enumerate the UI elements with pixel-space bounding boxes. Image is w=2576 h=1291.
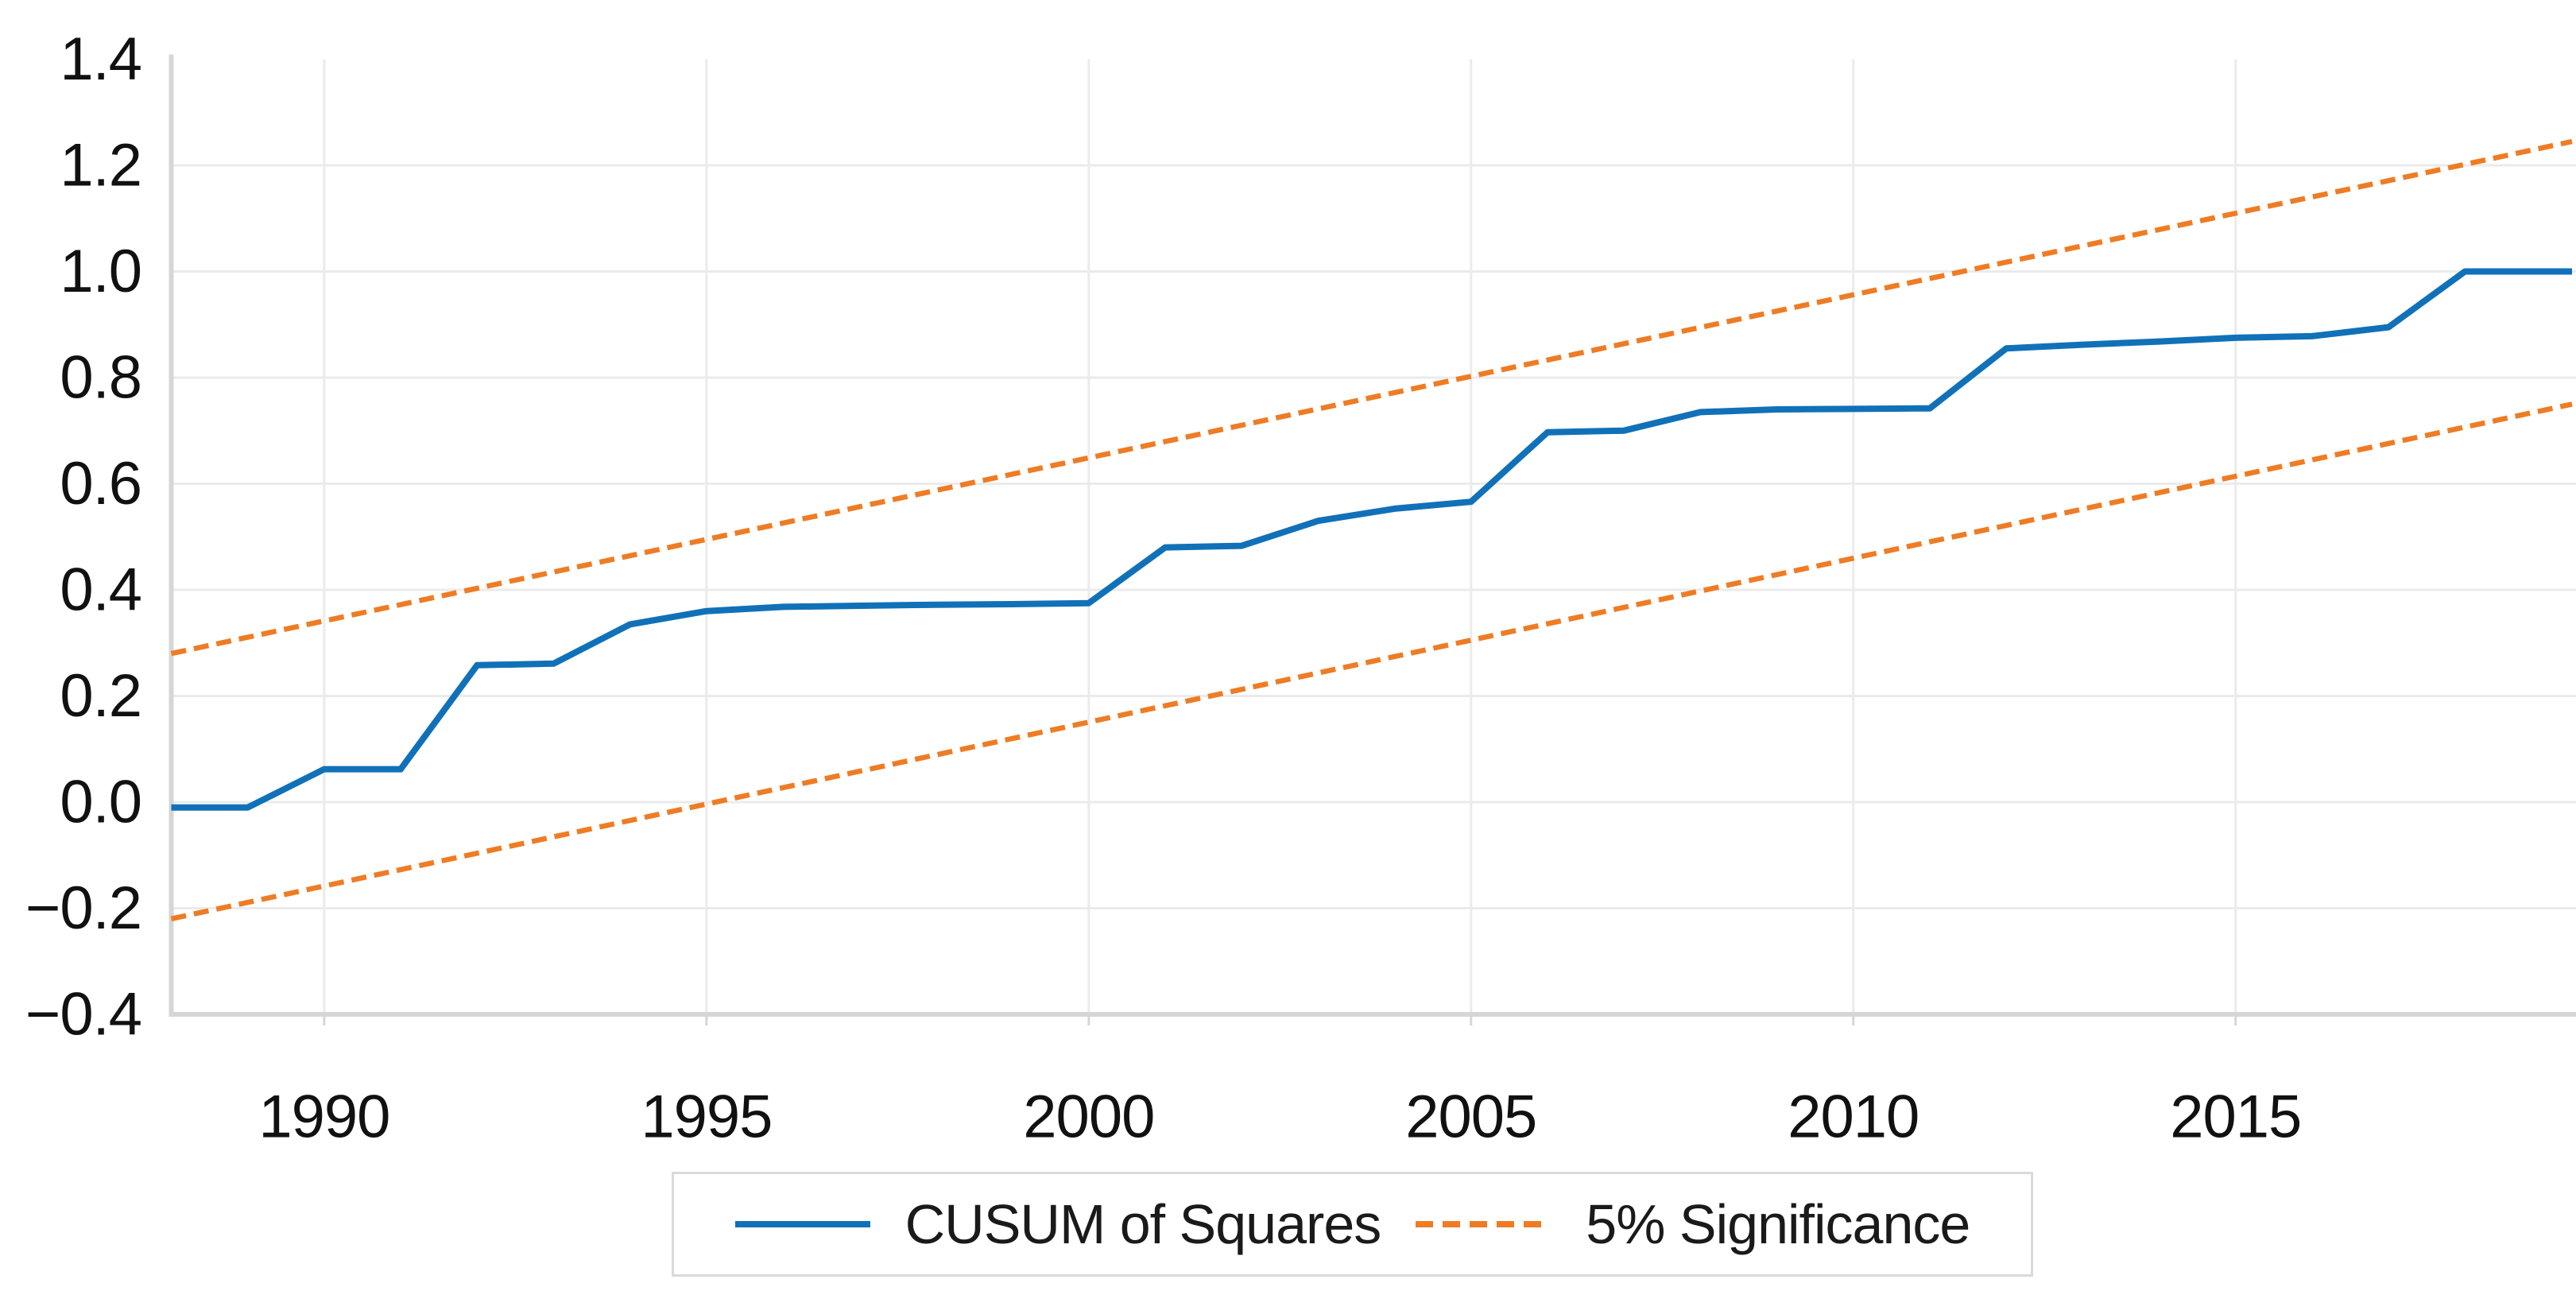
- x-tick-label: 2015: [2170, 1084, 2301, 1151]
- y-tick-label: 0.6: [60, 450, 141, 518]
- y-tick-label: 0.2: [60, 662, 141, 730]
- significance-band-line: [170, 138, 2573, 657]
- x-tick-label: 1995: [641, 1084, 772, 1151]
- cusum-line: [171, 268, 2572, 811]
- x-tick-label: 2000: [1023, 1084, 1154, 1151]
- dashed-line-swatch-icon: [1416, 1221, 1551, 1227]
- y-tick-label: 0.4: [60, 556, 141, 624]
- legend-label-cusum: CUSUM of Squares: [905, 1193, 1382, 1255]
- y-tick-label: −0.4: [25, 981, 141, 1049]
- y-tick-label: 0.8: [60, 344, 141, 412]
- legend: CUSUM of Squares 5% Significance: [672, 1172, 2033, 1277]
- x-tick-label: 2010: [1788, 1084, 1919, 1151]
- x-tick-label: 1990: [258, 1084, 389, 1151]
- x-tick-label: 2005: [1405, 1084, 1536, 1151]
- y-tick-label: 1.0: [60, 238, 141, 305]
- y-tick-label: 1.4: [60, 25, 141, 93]
- y-tick-label: −0.2: [25, 874, 141, 942]
- y-tick-label: 0.0: [60, 769, 141, 836]
- solid-line-swatch-icon: [734, 1221, 870, 1227]
- legend-label-significance: 5% Significance: [1586, 1193, 1970, 1255]
- y-tick-label: 1.2: [60, 132, 141, 200]
- significance-band-line: [170, 401, 2573, 921]
